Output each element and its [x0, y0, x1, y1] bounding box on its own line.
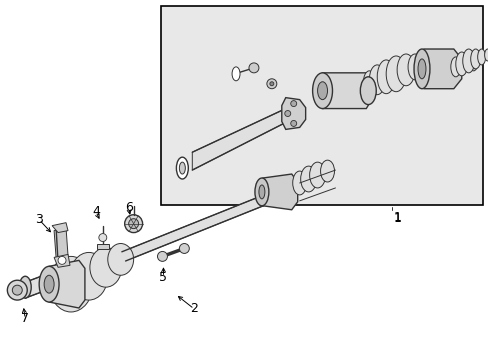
Text: 2: 2: [190, 302, 198, 315]
Ellipse shape: [157, 251, 167, 261]
Ellipse shape: [363, 71, 374, 95]
Ellipse shape: [232, 67, 240, 81]
Ellipse shape: [368, 65, 385, 95]
Polygon shape: [52, 223, 68, 233]
Text: 3: 3: [35, 213, 43, 226]
Ellipse shape: [176, 157, 188, 179]
Ellipse shape: [90, 247, 122, 287]
Ellipse shape: [290, 100, 296, 107]
Polygon shape: [192, 109, 285, 170]
Ellipse shape: [396, 54, 414, 86]
Ellipse shape: [290, 121, 296, 126]
Ellipse shape: [320, 160, 334, 182]
Ellipse shape: [462, 49, 474, 73]
Polygon shape: [43, 260, 85, 308]
Polygon shape: [97, 243, 108, 249]
Text: 1: 1: [392, 212, 400, 225]
Ellipse shape: [450, 57, 460, 77]
Polygon shape: [54, 228, 68, 257]
Polygon shape: [316, 73, 371, 109]
Ellipse shape: [360, 77, 375, 105]
Ellipse shape: [128, 219, 138, 229]
Ellipse shape: [376, 60, 394, 94]
Bar: [161, 6, 482, 205]
Ellipse shape: [470, 49, 480, 69]
Text: 7: 7: [21, 312, 29, 325]
Polygon shape: [54, 255, 70, 267]
Polygon shape: [122, 193, 271, 261]
Ellipse shape: [300, 166, 316, 192]
Ellipse shape: [254, 178, 268, 206]
Ellipse shape: [49, 256, 93, 312]
Ellipse shape: [292, 171, 306, 195]
Ellipse shape: [179, 162, 185, 174]
Ellipse shape: [39, 266, 59, 302]
Ellipse shape: [413, 49, 429, 89]
Polygon shape: [281, 98, 305, 129]
Ellipse shape: [266, 79, 276, 89]
Polygon shape: [417, 49, 461, 89]
Ellipse shape: [7, 280, 27, 300]
Polygon shape: [257, 174, 297, 210]
Ellipse shape: [258, 185, 264, 199]
Ellipse shape: [407, 54, 421, 80]
Ellipse shape: [124, 215, 142, 233]
Ellipse shape: [312, 73, 332, 109]
Ellipse shape: [12, 285, 22, 295]
Ellipse shape: [386, 56, 405, 92]
Ellipse shape: [107, 243, 133, 275]
Polygon shape: [25, 276, 41, 298]
Ellipse shape: [284, 111, 290, 117]
Text: 4: 4: [92, 205, 100, 218]
Ellipse shape: [70, 252, 107, 300]
Ellipse shape: [58, 256, 66, 264]
Ellipse shape: [309, 162, 325, 188]
Ellipse shape: [477, 49, 485, 65]
Ellipse shape: [469, 55, 477, 71]
Ellipse shape: [99, 234, 106, 242]
Ellipse shape: [19, 276, 31, 298]
Ellipse shape: [455, 52, 467, 76]
Text: 5: 5: [159, 271, 167, 284]
Text: 1: 1: [392, 211, 400, 224]
Ellipse shape: [417, 59, 425, 79]
Ellipse shape: [179, 243, 189, 253]
Ellipse shape: [484, 49, 488, 61]
Ellipse shape: [44, 275, 54, 293]
Text: 6: 6: [124, 201, 132, 214]
Ellipse shape: [317, 82, 327, 100]
Ellipse shape: [269, 82, 273, 86]
Ellipse shape: [248, 63, 258, 73]
